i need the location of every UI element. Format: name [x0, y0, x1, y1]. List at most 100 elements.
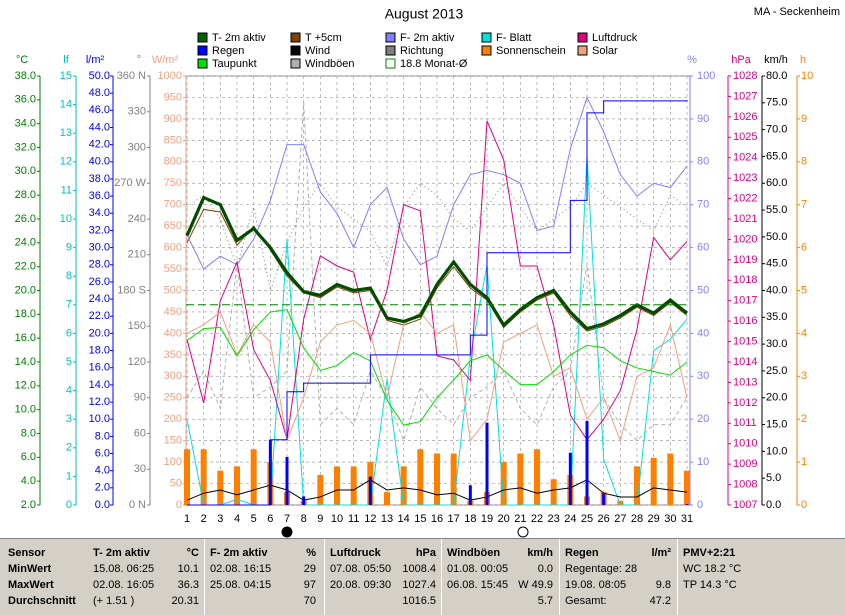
axis-tick-label: 70.0	[766, 124, 787, 136]
series-line	[186, 102, 688, 443]
column-title: T- 2m aktiv	[93, 547, 150, 559]
axis-tick-label: 100	[164, 456, 182, 468]
sunshine-bar	[534, 449, 540, 505]
rain-bar	[368, 476, 372, 505]
rain-bar	[285, 456, 289, 505]
x-tick-label: 2	[201, 513, 207, 525]
legend-label: F- 2m aktiv	[400, 32, 455, 44]
legend-label: Solar	[592, 45, 618, 57]
axis-tick-label: 700	[164, 199, 182, 211]
axis-unit-label: l/m²	[86, 54, 105, 66]
x-tick-label: 9	[317, 513, 323, 525]
axis-tick-label: 800	[164, 156, 182, 168]
axis-tick-label: 1019	[733, 254, 757, 266]
legend-label: Richtung	[400, 45, 443, 57]
column-unit: %	[306, 547, 316, 559]
axis-tick-label: 70	[697, 199, 709, 211]
axis-tick-label: 1022	[733, 192, 757, 204]
axis-tick-label: 1016	[733, 315, 757, 327]
cell-value: 5.7	[537, 595, 553, 607]
axis-tick-label: 11	[61, 184, 72, 196]
axis-tick-label: 9	[66, 242, 72, 254]
rain-bar	[568, 452, 572, 505]
axis-tick-label: 1026	[733, 111, 757, 123]
x-tick-label: 27	[614, 513, 626, 525]
column-separator	[559, 539, 560, 615]
axis-tick-label: 0 N	[129, 499, 146, 511]
axis-tick-label: 38.0	[15, 70, 36, 82]
axis-tick-label: 1014	[733, 356, 757, 368]
axis-tick-label: 1	[66, 470, 72, 482]
axis-tick-label: 1007	[733, 499, 757, 511]
legend-label: 18.8 Monat-Ø	[400, 58, 468, 70]
axis-tick-label: 10.0	[15, 404, 36, 416]
axis-tick-label: 270 W	[114, 177, 146, 189]
axis-tick-label: 100	[697, 70, 715, 82]
moon-symbols	[281, 526, 529, 538]
axis-tick-label: 6	[801, 242, 807, 254]
rain-bar	[602, 492, 606, 505]
legend-swatch	[385, 58, 396, 69]
x-tick-label: 30	[664, 513, 676, 525]
axis-tick-label: 6.0	[21, 451, 36, 463]
axis-tick-label: 1017	[733, 295, 757, 307]
cell-value: 36.3	[177, 579, 199, 591]
axis-tick-label: 750	[164, 177, 182, 189]
cell-value: 70	[303, 595, 316, 607]
x-tick-label: 21	[514, 513, 526, 525]
x-tick-label: 10	[331, 513, 343, 525]
axis-tick-label: 20.0	[89, 327, 110, 339]
cell-value: 1008.4	[402, 563, 436, 575]
cell-text: 02.08. 16:15	[210, 563, 272, 575]
axis-tick-label: 150	[128, 320, 146, 332]
column-separator	[441, 539, 442, 615]
axis-tick-label: 50.0	[89, 70, 110, 82]
cell-text: WC 18.2 °C	[683, 563, 742, 575]
axis-tick-label: 2.0	[95, 482, 110, 494]
axis-tick-label: 48.0	[89, 87, 110, 99]
x-tick-label: 22	[531, 513, 543, 525]
axis-tick-label: 12.0	[89, 396, 110, 408]
axis-tick-label: 1027	[733, 90, 757, 102]
sunshine-bar	[250, 449, 257, 505]
axis-tick-label: 16.0	[89, 362, 110, 374]
axis-tick-label: 40.0	[766, 284, 787, 296]
axis-tick-label: 0	[66, 499, 72, 511]
cell-value: 9.8	[655, 579, 671, 591]
cell-text: 02.08. 16:05	[93, 579, 155, 591]
axis-tick-label: 240	[128, 213, 146, 225]
axis-unit-label: lf	[63, 54, 69, 66]
legend-label: Taupunkt	[212, 58, 257, 70]
axis-tick-label: 13	[60, 127, 72, 139]
axis-tick-label: 15.0	[766, 418, 787, 430]
x-tick-label: 4	[234, 513, 240, 525]
column-title: Regen	[565, 547, 599, 559]
legend-label: T- 2m aktiv	[212, 32, 266, 44]
x-tick-label: 12	[364, 513, 376, 525]
axis-tick-label: 6	[66, 327, 72, 339]
cell-text: Gesamt:	[565, 595, 607, 607]
axis-tick-label: 20.0	[15, 284, 36, 296]
cell-text: 07.08. 05:50	[330, 563, 392, 575]
sunshine-bar	[400, 466, 407, 505]
axis-tick-label: 4	[801, 327, 807, 339]
cell-value: 47.2	[649, 595, 671, 607]
axis-tick-label: 200	[164, 413, 182, 425]
axis-tick-label: 360 N	[117, 70, 146, 82]
axis-tick-label: 90	[697, 113, 709, 125]
series-line	[186, 120, 688, 441]
axis-tick-label: 60	[134, 427, 146, 439]
axis-tick-label: 20.0	[766, 392, 787, 404]
axis-tick-label: 4	[66, 385, 72, 397]
cell-text: Regentage: 28	[565, 563, 638, 575]
axis-tick-label: 1010	[733, 438, 757, 450]
axis-tick-label: 0	[176, 499, 182, 511]
axis-tick-label: 60.0	[766, 177, 787, 189]
sunshine-bar	[200, 449, 207, 505]
stats-table: Sensor T- 2m aktiv °C F- 2m aktiv% Luftdruck…	[0, 538, 845, 615]
axis-tick-label: 15	[60, 70, 72, 82]
table-header: Sensor	[8, 547, 46, 559]
axis-tick-label: 600	[164, 242, 182, 254]
station-name: MA - Seckenheim	[754, 6, 840, 18]
axis-tick-label: 14.0	[15, 356, 36, 368]
